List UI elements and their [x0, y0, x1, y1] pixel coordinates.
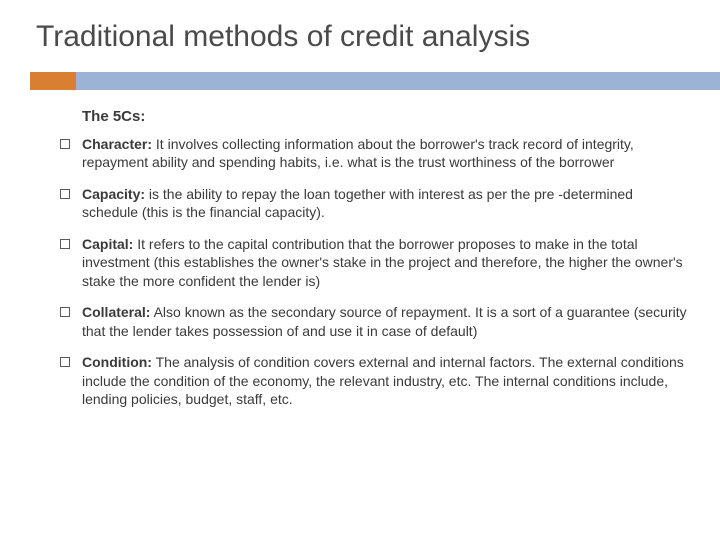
- term: Capacity:: [82, 186, 145, 202]
- desc: Also known as the secondary source of re…: [82, 304, 687, 338]
- list-item: Capacity: is the ability to repay the lo…: [60, 185, 690, 222]
- list-item-text: Condition: The analysis of condition cov…: [82, 353, 690, 408]
- desc: is the ability to repay the loan togethe…: [82, 186, 633, 220]
- square-bullet-icon: [60, 239, 70, 249]
- slide: Traditional methods of credit analysis T…: [0, 0, 720, 540]
- term: Condition:: [82, 354, 152, 370]
- list-item: Collateral: Also known as the secondary …: [60, 303, 690, 340]
- square-bullet-icon: [60, 307, 70, 317]
- list-item: Condition: The analysis of condition cov…: [60, 353, 690, 408]
- desc: The analysis of condition covers externa…: [82, 354, 684, 407]
- list-item-text: Capacity: is the ability to repay the lo…: [82, 185, 690, 222]
- term: Character:: [82, 136, 152, 152]
- accent-bar: [30, 72, 690, 90]
- accent-orange-bar: [30, 72, 76, 90]
- list-item: Capital: It refers to the capital contri…: [60, 235, 690, 290]
- list-item: Character: It involves collecting inform…: [60, 135, 690, 172]
- term: Collateral:: [82, 304, 150, 320]
- accent-blue-bar: [76, 72, 720, 90]
- term: Capital:: [82, 236, 133, 252]
- square-bullet-icon: [60, 189, 70, 199]
- square-bullet-icon: [60, 139, 70, 149]
- subtitle: The 5Cs:: [82, 108, 690, 125]
- desc: It refers to the capital contribution th…: [82, 236, 683, 289]
- list-item-text: Collateral: Also known as the secondary …: [82, 303, 690, 340]
- list-item-text: Capital: It refers to the capital contri…: [82, 235, 690, 290]
- desc: It involves collecting information about…: [82, 136, 634, 170]
- square-bullet-icon: [60, 357, 70, 367]
- bullet-list: Character: It involves collecting inform…: [60, 135, 690, 409]
- slide-title: Traditional methods of credit analysis: [36, 20, 690, 54]
- list-item-text: Character: It involves collecting inform…: [82, 135, 690, 172]
